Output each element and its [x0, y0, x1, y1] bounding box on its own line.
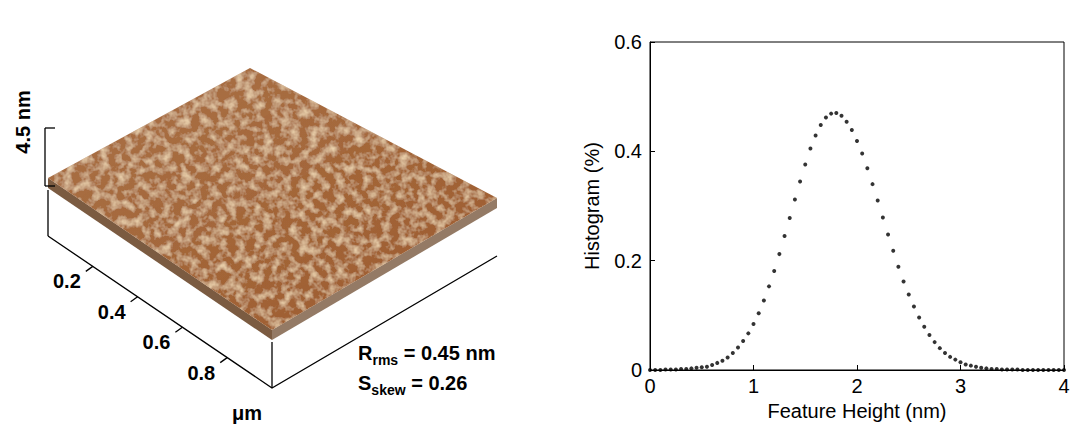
- svg-text:0: 0: [644, 375, 655, 397]
- svg-text:Feature Height (nm): Feature Height (nm): [768, 400, 947, 422]
- svg-text:Histogram (%): Histogram (%): [581, 142, 603, 270]
- svg-text:μm: μm: [232, 402, 262, 424]
- svg-text:Sskew = 0.26: Sskew = 0.26: [358, 372, 467, 398]
- svg-text:2: 2: [851, 375, 862, 397]
- svg-text:0.2: 0.2: [53, 270, 81, 292]
- svg-text:0.6: 0.6: [614, 31, 642, 53]
- svg-text:Rrms = 0.45 nm: Rrms = 0.45 nm: [358, 342, 495, 368]
- svg-text:4: 4: [1058, 375, 1069, 397]
- svg-text:1: 1: [748, 375, 759, 397]
- svg-text:0.4: 0.4: [614, 140, 642, 162]
- svg-text:3: 3: [955, 375, 966, 397]
- svg-text:0.6: 0.6: [143, 331, 171, 353]
- svg-text:0.4: 0.4: [98, 301, 127, 323]
- svg-text:4.5 nm: 4.5 nm: [12, 90, 34, 153]
- svg-text:0.2: 0.2: [614, 250, 642, 272]
- svg-text:0: 0: [631, 359, 642, 381]
- svg-text:0.8: 0.8: [187, 362, 215, 384]
